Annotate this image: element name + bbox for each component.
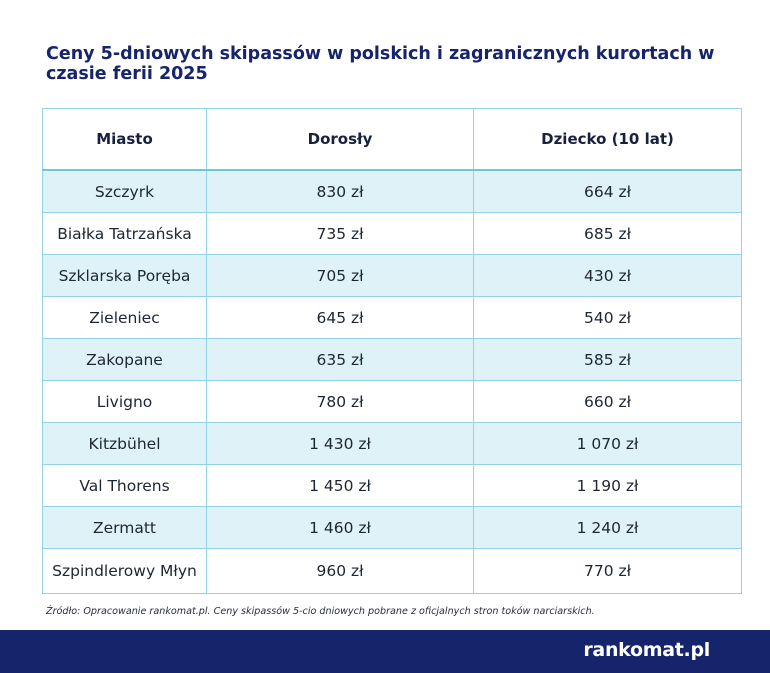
adult-price-cell: 635 zł: [206, 338, 474, 381]
city-cell: Zermatt: [42, 506, 207, 549]
table-row: Zermatt 1 460 zł 1 240 zł: [42, 506, 742, 549]
rankomat-logo: rankomat.pl: [583, 639, 710, 661]
child-price-cell: 664 zł: [473, 169, 742, 213]
table-row: Kitzbühel 1 430 zł 1 070 zł: [42, 422, 742, 465]
table-row: Szczyrk 830 zł 664 zł: [42, 169, 742, 213]
city-cell: Szpindlerowy Młyn: [42, 548, 207, 594]
column-header-child: Dziecko (10 lat): [473, 108, 742, 171]
table-body: Szczyrk 830 zł 664 zł Białka Tatrzańska …: [42, 169, 742, 594]
table-row: Szklarska Poręba 705 zł 430 zł: [42, 254, 742, 297]
table-row: Zieleniec 645 zł 540 zł: [42, 296, 742, 339]
city-cell: Szklarska Poręba: [42, 254, 207, 297]
city-cell: Szczyrk: [42, 169, 207, 213]
child-price-cell: 770 zł: [473, 548, 742, 594]
city-cell: Kitzbühel: [42, 422, 207, 465]
adult-price-cell: 960 zł: [206, 548, 474, 594]
column-header-adult: Dorosły: [206, 108, 474, 171]
adult-price-cell: 705 zł: [206, 254, 474, 297]
city-cell: Zakopane: [42, 338, 207, 381]
child-price-cell: 430 zł: [473, 254, 742, 297]
adult-price-cell: 780 zł: [206, 380, 474, 423]
column-header-city: Miasto: [42, 108, 207, 171]
adult-price-cell: 735 zł: [206, 212, 474, 255]
adult-price-cell: 1 450 zł: [206, 464, 474, 507]
price-table: Miasto Dorosły Dziecko (10 lat) Szczyrk …: [42, 108, 742, 594]
child-price-cell: 540 zł: [473, 296, 742, 339]
child-price-cell: 1 190 zł: [473, 464, 742, 507]
city-cell: Zieleniec: [42, 296, 207, 339]
city-cell: Livigno: [42, 380, 207, 423]
source-note: Źródło: Opracowanie rankomat.pl. Ceny sk…: [46, 606, 595, 617]
table-row: Białka Tatrzańska 735 zł 685 zł: [42, 212, 742, 255]
child-price-cell: 1 070 zł: [473, 422, 742, 465]
page-title: Ceny 5-dniowych skipassów w polskich i z…: [46, 44, 715, 84]
city-cell: Białka Tatrzańska: [42, 212, 207, 255]
table-row: Val Thorens 1 450 zł 1 190 zł: [42, 464, 742, 507]
city-cell: Val Thorens: [42, 464, 207, 507]
adult-price-cell: 1 460 zł: [206, 506, 474, 549]
adult-price-cell: 1 430 zł: [206, 422, 474, 465]
table-header: Miasto Dorosły Dziecko (10 lat): [42, 108, 742, 171]
table-row: Szpindlerowy Młyn 960 zł 770 zł: [42, 548, 742, 594]
child-price-cell: 685 zł: [473, 212, 742, 255]
footer-bar: rankomat.pl: [0, 630, 770, 673]
child-price-cell: 1 240 zł: [473, 506, 742, 549]
table-row: Zakopane 635 zł 585 zł: [42, 338, 742, 381]
child-price-cell: 585 zł: [473, 338, 742, 381]
adult-price-cell: 830 zł: [206, 169, 474, 213]
adult-price-cell: 645 zł: [206, 296, 474, 339]
child-price-cell: 660 zł: [473, 380, 742, 423]
table-row: Livigno 780 zł 660 zł: [42, 380, 742, 423]
